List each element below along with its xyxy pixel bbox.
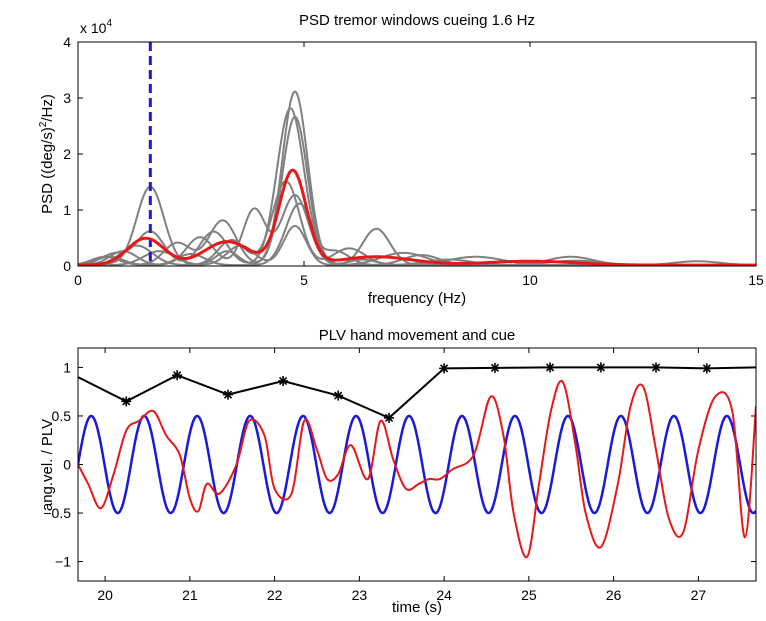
plv-marker xyxy=(489,362,500,373)
psd-xtick-label: 10 xyxy=(522,272,538,288)
plv-ylabel: ang.vel. / PLV xyxy=(39,419,56,511)
psd-ylabel: PSD ((deg/s)2/Hz) xyxy=(38,94,56,214)
psd-ytick-label: 1 xyxy=(63,202,71,218)
plv-marker xyxy=(545,362,556,373)
psd-window-curve xyxy=(78,107,756,266)
plv-xtick-label: 20 xyxy=(97,587,113,603)
psd-axes-box xyxy=(77,41,757,267)
psd-xtick-label: 5 xyxy=(300,272,308,288)
plv-title: PLV hand movement and cue xyxy=(319,327,516,344)
psd-mean-curve xyxy=(78,168,756,266)
plv-marker xyxy=(701,363,712,374)
plv-xtick-label: 23 xyxy=(352,587,368,603)
plv-xtick-label: 27 xyxy=(691,587,707,603)
psd-window-curve xyxy=(78,115,756,266)
psd-ytick-label: 4 xyxy=(63,34,71,50)
movement-curve xyxy=(78,379,756,559)
psd-ytick-label: 3 xyxy=(63,90,71,106)
plv-ytick-label: −0.5 xyxy=(43,505,71,521)
psd-title: PSD tremor windows cueing 1.6 Hz xyxy=(299,12,535,29)
psd-window-curves xyxy=(78,90,756,266)
psd-window-curve xyxy=(78,90,756,266)
plv-ytick-label: 0 xyxy=(63,457,71,473)
plv-axes-box xyxy=(77,347,757,582)
psd-ytick-label: 2 xyxy=(63,146,71,162)
plv-marker xyxy=(333,390,344,401)
plv-panel: PLV hand movement and cue ang.vel. / PLV… xyxy=(39,327,757,616)
plv-plot-area xyxy=(78,362,756,559)
plv-marker xyxy=(384,412,395,423)
plv-marker xyxy=(172,370,183,381)
plv-xtick-label: 22 xyxy=(267,587,283,603)
psd-plot-area xyxy=(78,42,756,266)
psd-xtick-label: 0 xyxy=(74,272,82,288)
psd-xtick-label: 15 xyxy=(748,272,764,288)
psd-panel: PSD tremor windows cueing 1.6 Hz x 104 P… xyxy=(38,12,764,307)
psd-exponent-label: x 104 xyxy=(80,18,112,36)
plv-marker xyxy=(278,376,289,387)
plv-xtick-label: 21 xyxy=(182,587,198,603)
plv-xlabel: time (s) xyxy=(392,599,442,616)
plv-ticks: 20 21 22 23 24 25 26 27 −1 −0.5 0 0.5 1 xyxy=(43,348,756,603)
plv-ytick-label: −1 xyxy=(55,554,71,570)
plv-marker xyxy=(650,362,661,373)
plv-xtick-label: 25 xyxy=(521,587,537,603)
plv-ytick-label: 0.5 xyxy=(52,408,72,424)
plv-markers xyxy=(121,362,712,423)
plv-marker xyxy=(121,396,132,407)
plv-line xyxy=(78,366,756,420)
psd-ytick-label: 0 xyxy=(63,258,71,274)
plv-xtick-label: 26 xyxy=(606,587,622,603)
psd-xlabel: frequency (Hz) xyxy=(368,290,466,307)
plv-xtick-label: 24 xyxy=(436,587,452,603)
plv-ytick-label: 1 xyxy=(63,359,71,375)
psd-window-curve xyxy=(78,180,756,266)
plv-marker xyxy=(439,363,450,374)
plv-marker xyxy=(223,389,234,400)
plv-marker xyxy=(595,362,606,373)
cue-sine-curve xyxy=(78,414,756,515)
